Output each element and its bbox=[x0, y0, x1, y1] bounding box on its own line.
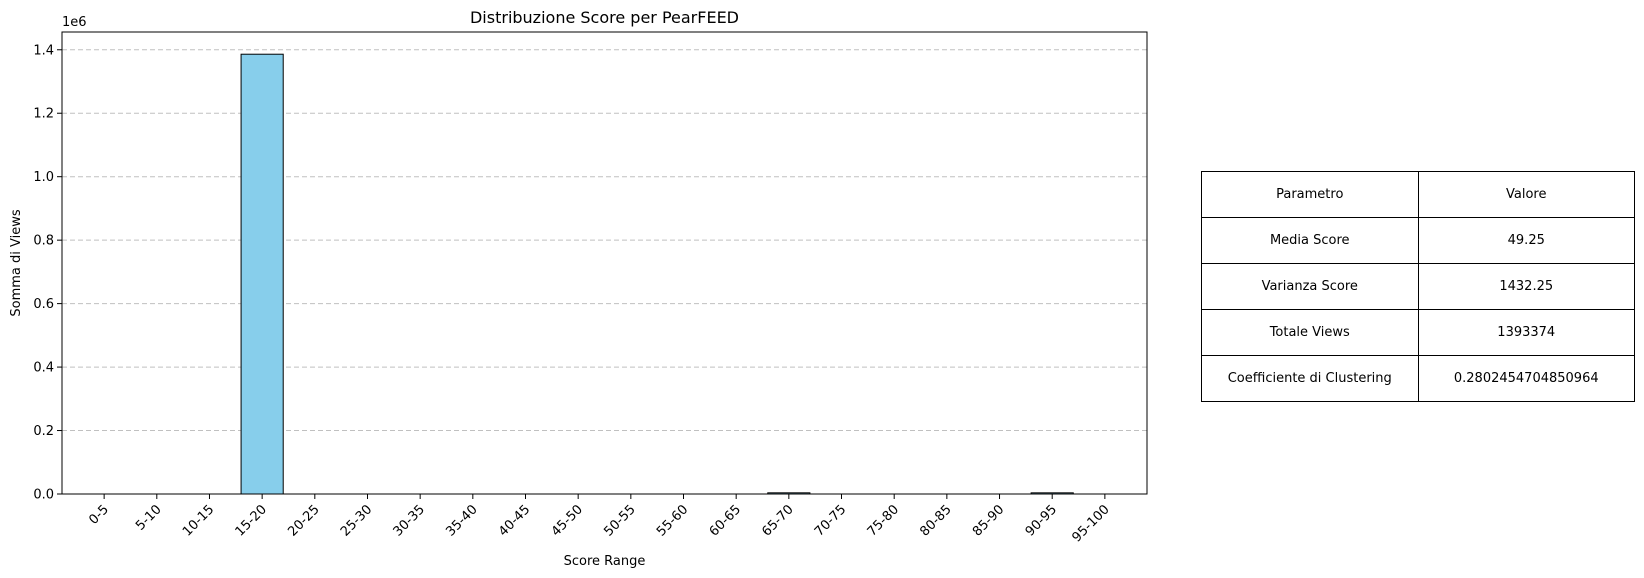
x-tick-label: 70-75 bbox=[812, 502, 849, 539]
plot-frame bbox=[61, 31, 1148, 495]
value-cell: 0.2802454704850964 bbox=[1417, 355, 1635, 402]
x-tick-label: 15-20 bbox=[233, 502, 270, 539]
y-axis-label: Somma di Views bbox=[9, 209, 24, 316]
param-cell: Coefficiente di Clustering bbox=[1201, 355, 1419, 402]
y-tick-label: 1.0 bbox=[33, 170, 54, 185]
chart-title: Distribuzione Score per PearFEED bbox=[470, 8, 739, 27]
value-cell: 49.25 bbox=[1417, 217, 1635, 264]
x-tick-label: 5-10 bbox=[133, 502, 164, 533]
x-tick-label: 25-30 bbox=[338, 502, 375, 539]
y-tick-label: 0.0 bbox=[33, 488, 54, 503]
x-tick-label: 0-5 bbox=[86, 502, 112, 528]
x-tick-label: 80-85 bbox=[917, 502, 954, 539]
y-tick-label: 0.4 bbox=[33, 361, 54, 376]
table-row: Coefficiente di Clustering 0.28024547048… bbox=[1201, 355, 1635, 402]
x-tick-label: 65-70 bbox=[759, 502, 796, 539]
param-cell: Varianza Score bbox=[1201, 263, 1419, 310]
x-tick-label: 35-40 bbox=[443, 502, 480, 539]
x-axis-label: Score Range bbox=[564, 554, 646, 569]
param-cell: Media Score bbox=[1201, 217, 1419, 264]
table-header-row: Parametro Valore bbox=[1201, 171, 1635, 218]
y-tick-label: 1.2 bbox=[33, 107, 54, 122]
x-tick-label: 45-50 bbox=[549, 502, 586, 539]
table-row: Totale Views 1393374 bbox=[1201, 309, 1635, 356]
param-cell: Totale Views bbox=[1201, 309, 1419, 356]
bar bbox=[240, 53, 284, 495]
x-tick-label: 60-65 bbox=[707, 502, 744, 539]
x-tick-label: 30-35 bbox=[391, 502, 428, 539]
x-tick-label: 55-60 bbox=[654, 502, 691, 539]
x-tick-label: 75-80 bbox=[865, 502, 902, 539]
bar-chart: 0.0 0.2 0.4 0.6 0.8 1.0 1.2 1.4 0-5 5-10 10-15 15-2… bbox=[9, 8, 1148, 569]
header-parametro: Parametro bbox=[1201, 171, 1419, 218]
header-valore: Valore bbox=[1417, 171, 1635, 218]
x-tick-label: 20-25 bbox=[285, 502, 322, 539]
y-tick-label: 0.6 bbox=[33, 297, 54, 312]
table-row: Varianza Score 1432.25 bbox=[1201, 263, 1635, 310]
y-tick-label: 0.8 bbox=[33, 234, 54, 249]
x-tick-label: 85-90 bbox=[970, 502, 1007, 539]
y-tick-label: 1.4 bbox=[33, 43, 54, 58]
x-tick-label: 40-45 bbox=[496, 502, 533, 539]
value-cell: 1432.25 bbox=[1417, 263, 1635, 310]
y-offset-label: 1e6 bbox=[62, 15, 87, 30]
table-row: Media Score 49.25 bbox=[1201, 217, 1635, 264]
stats-table: Parametro Valore Media Score 49.25 Varia… bbox=[1201, 171, 1635, 402]
x-tick-label: 50-55 bbox=[601, 502, 638, 539]
x-tick-label: 95-100 bbox=[1070, 502, 1113, 545]
x-tick-label: 90-95 bbox=[1023, 502, 1060, 539]
value-cell: 1393374 bbox=[1417, 309, 1635, 356]
y-tick-label: 0.2 bbox=[33, 424, 54, 439]
x-tick-label: 10-15 bbox=[180, 502, 217, 539]
